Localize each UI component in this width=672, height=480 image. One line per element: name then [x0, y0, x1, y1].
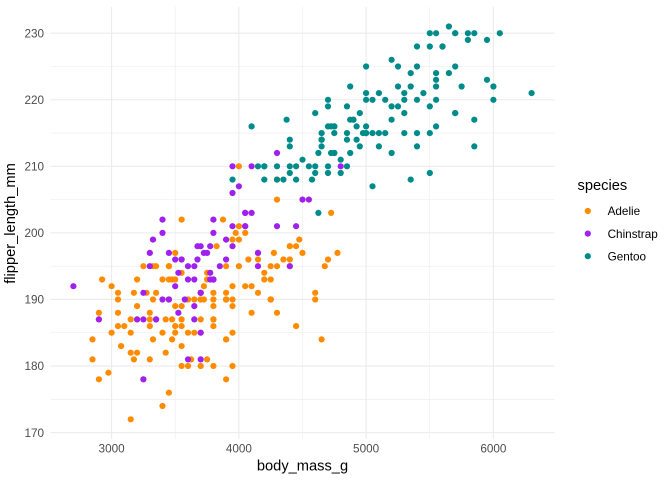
svg-text:190: 190 [24, 294, 44, 307]
svg-text:230: 230 [24, 27, 44, 40]
svg-text:Chinstrap: Chinstrap [608, 228, 659, 241]
svg-text:170: 170 [24, 427, 44, 440]
svg-text:220: 220 [24, 94, 44, 107]
svg-text:Adelie: Adelie [608, 205, 641, 218]
svg-text:4000: 4000 [226, 442, 253, 455]
svg-text:6000: 6000 [480, 442, 507, 455]
svg-text:180: 180 [24, 360, 44, 373]
svg-text:Gentoo: Gentoo [608, 250, 647, 263]
svg-text:210: 210 [24, 161, 44, 174]
svg-text:5000: 5000 [353, 442, 380, 455]
svg-text:flipper_length_mm: flipper_length_mm [3, 163, 19, 284]
svg-text:species: species [578, 178, 628, 194]
svg-text:body_mass_g: body_mass_g [257, 459, 348, 475]
svg-text:200: 200 [24, 227, 44, 240]
svg-text:3000: 3000 [99, 442, 126, 455]
